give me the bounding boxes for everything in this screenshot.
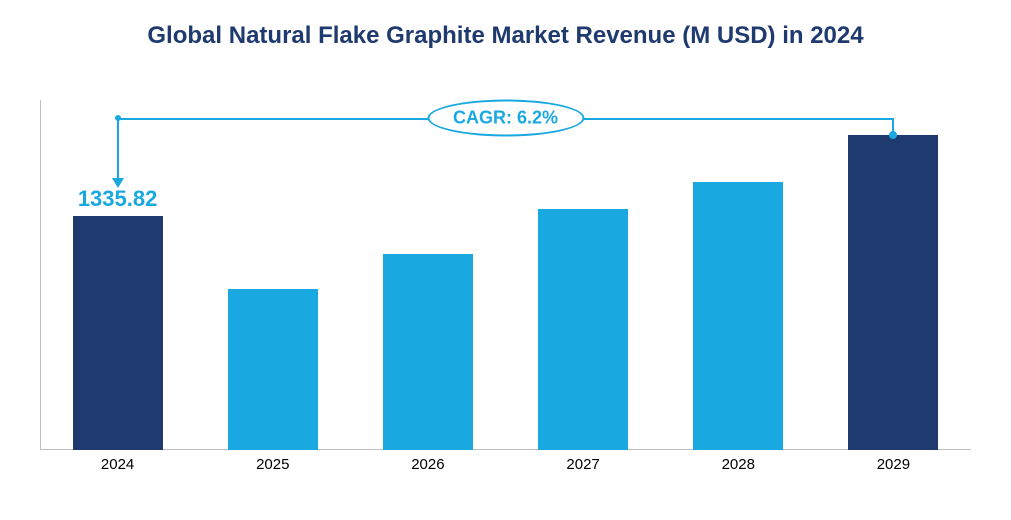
bar bbox=[73, 216, 163, 450]
chart-area: 1335.82 CAGR: 6.2% 202420252026202720282… bbox=[40, 100, 971, 480]
bar bbox=[383, 254, 473, 450]
bar bbox=[693, 182, 783, 450]
bar bbox=[538, 209, 628, 451]
chart-title: Global Natural Flake Graphite Market Rev… bbox=[0, 0, 1011, 50]
x-axis-label: 2024 bbox=[101, 456, 134, 473]
bar bbox=[228, 289, 318, 450]
bar-value-label: 1335.82 bbox=[78, 186, 158, 212]
bars-container: 1335.82 bbox=[40, 100, 971, 450]
x-axis-label: 2026 bbox=[411, 456, 444, 473]
plot-area: 1335.82 CAGR: 6.2% bbox=[40, 100, 971, 450]
bar bbox=[848, 135, 938, 450]
x-axis-label: 2029 bbox=[877, 456, 910, 473]
x-axis-label: 2027 bbox=[566, 456, 599, 473]
x-axis-labels: 2024 2025 2026 2027 2028 2029 bbox=[40, 450, 971, 480]
x-axis-label: 2025 bbox=[256, 456, 289, 473]
x-axis-label: 2028 bbox=[722, 456, 755, 473]
